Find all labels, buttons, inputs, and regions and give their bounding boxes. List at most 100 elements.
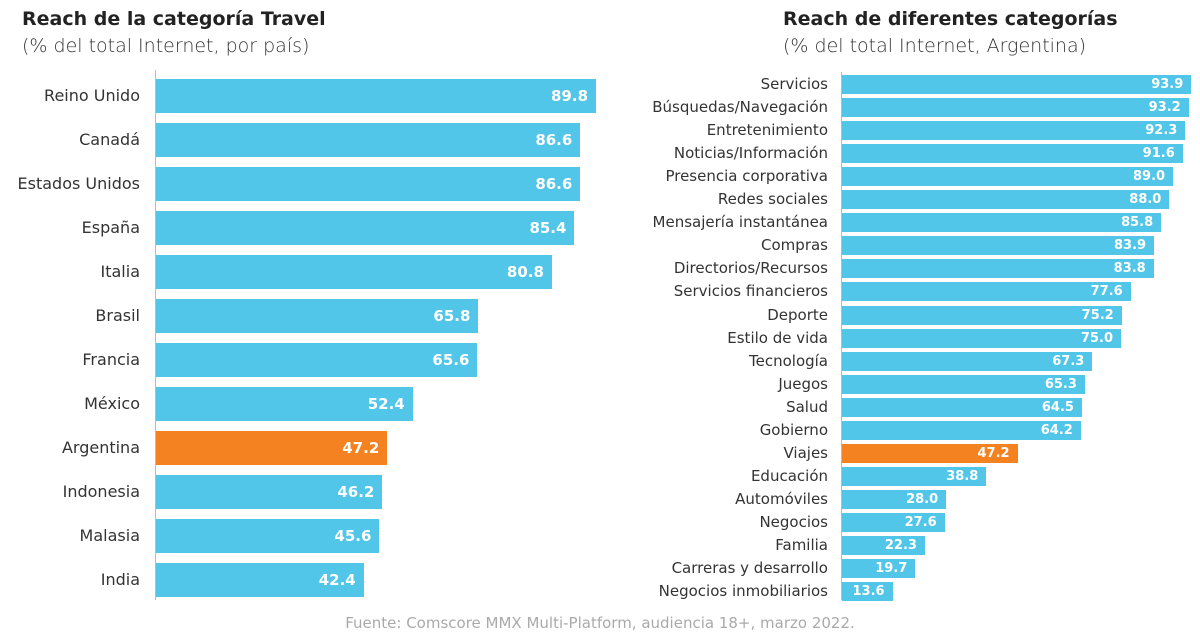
right-bar	[842, 190, 1170, 210]
left-value-label: 65.6	[432, 351, 470, 369]
right-value-label: 93.2	[1148, 100, 1181, 116]
right-value-label: 13.6	[852, 584, 885, 600]
right-value-label: 19.7	[875, 561, 908, 577]
left-category-label: México	[84, 394, 140, 413]
right-value-label: 83.9	[1114, 238, 1147, 254]
left-value-label: 89.8	[551, 87, 589, 105]
left-value-label: 45.6	[334, 527, 372, 545]
left-bar	[156, 299, 479, 333]
left-bar	[156, 519, 380, 553]
right-category-label: Automóviles	[735, 489, 828, 508]
right-bar	[842, 121, 1186, 141]
left-bar	[156, 79, 597, 113]
right-category-label: Carreras y desarrollo	[671, 559, 828, 578]
left-bar-highlight	[156, 431, 388, 465]
right-value-label: 64.2	[1040, 422, 1073, 438]
left-category-label: Francia	[82, 350, 140, 369]
right-value-label: 88.0	[1129, 192, 1162, 208]
right-bar	[842, 559, 916, 579]
right-category-label: Noticias/Información	[673, 144, 828, 163]
left-value-label: 52.4	[367, 395, 405, 413]
left-value-label: 65.8	[433, 307, 471, 325]
left-bar	[156, 343, 478, 377]
right-value-label: 85.8	[1121, 215, 1154, 231]
left-value-label: 80.8	[506, 263, 544, 281]
left-value-label: 46.2	[337, 483, 375, 501]
right-category-label: Familia	[775, 536, 828, 554]
right-value-label: 93.9	[1151, 77, 1184, 92]
left-category-label: Argentina	[61, 438, 140, 457]
right-bar	[842, 236, 1155, 256]
left-category-label: Indonesia	[62, 482, 140, 501]
left-bar	[156, 123, 581, 157]
right-bar	[842, 167, 1174, 187]
right-bar	[842, 420, 1081, 440]
right-bar	[842, 397, 1082, 417]
right-bar	[842, 98, 1189, 118]
right-category-label: Servicios	[760, 75, 828, 93]
right-value-label: 67.3	[1052, 353, 1085, 369]
right-bar	[842, 144, 1183, 164]
right-category-label: Negocios	[759, 512, 828, 531]
right-category-label: Directorios/Recursos	[673, 259, 828, 278]
right-category-label: Mensajería instantánea	[652, 213, 828, 232]
right-category-label: Presencia corporativa	[665, 167, 828, 186]
right-category-label: Negocios inmobiliarios	[658, 582, 828, 601]
left-category-label: España	[81, 218, 140, 237]
left-bar	[156, 255, 552, 289]
right-category-label: Viajes	[783, 443, 828, 462]
right-axis-line	[841, 72, 842, 600]
left-bar	[156, 475, 383, 509]
left-bar	[156, 387, 413, 421]
left-value-label: 42.4	[318, 571, 356, 589]
right-bar	[842, 351, 1093, 371]
right-category-label: Entretenimiento	[706, 121, 828, 140]
left-category-label: Canadá	[79, 130, 140, 149]
left-value-label: 85.4	[529, 219, 567, 237]
right-value-label: 75.0	[1080, 330, 1113, 346]
left-chart-title: Reach de la categoría Travel	[22, 8, 326, 30]
right-bar	[842, 466, 987, 486]
right-value-label: 77.6	[1090, 284, 1123, 300]
right-category-label: Estilo de vida	[727, 328, 828, 347]
right-bar	[842, 582, 893, 602]
right-value-label: 92.3	[1145, 123, 1178, 139]
right-value-label: 28.0	[906, 491, 939, 507]
right-value-label: 22.3	[884, 538, 917, 553]
right-value-label: 27.6	[904, 514, 937, 530]
right-bar	[842, 305, 1122, 325]
right-bar-highlight	[842, 443, 1018, 463]
right-bar	[842, 328, 1121, 348]
left-bar	[156, 167, 581, 201]
left-value-label: 86.6	[535, 131, 573, 149]
right-bar	[842, 374, 1085, 394]
right-category-label: Servicios financieros	[673, 282, 828, 301]
right-category-label: Búsquedas/Navegación	[652, 98, 828, 117]
right-bar	[842, 213, 1162, 233]
right-bar	[842, 282, 1131, 302]
right-category-label: Deporte	[767, 305, 828, 324]
left-chart-subtitle: (% del total Internet, por país)	[22, 35, 310, 57]
left-bar	[156, 211, 575, 245]
right-bar	[842, 512, 945, 532]
left-category-label: Reino Unido	[44, 86, 140, 105]
right-category-label: Redes sociales	[717, 190, 828, 209]
left-bar	[156, 563, 364, 597]
right-category-label: Compras	[761, 236, 828, 255]
left-category-label: Brasil	[95, 306, 140, 325]
right-category-label: Gobierno	[759, 420, 828, 439]
right-bar	[842, 259, 1154, 279]
right-value-label: 65.3	[1044, 376, 1077, 392]
right-value-label: 47.2	[977, 445, 1010, 461]
right-value-label: 91.6	[1142, 146, 1175, 162]
left-value-label: 86.6	[535, 175, 573, 193]
left-value-label: 47.2	[342, 439, 380, 457]
right-bar	[842, 489, 947, 509]
right-value-label: 83.8	[1113, 261, 1146, 277]
right-category-label: Juegos	[778, 374, 828, 393]
right-bar	[842, 75, 1192, 94]
right-chart-subtitle: (% del total Internet, Argentina)	[783, 35, 1087, 57]
right-category-label: Tecnología	[749, 351, 828, 370]
right-bar	[842, 536, 925, 555]
right-value-label: 75.2	[1081, 307, 1114, 323]
